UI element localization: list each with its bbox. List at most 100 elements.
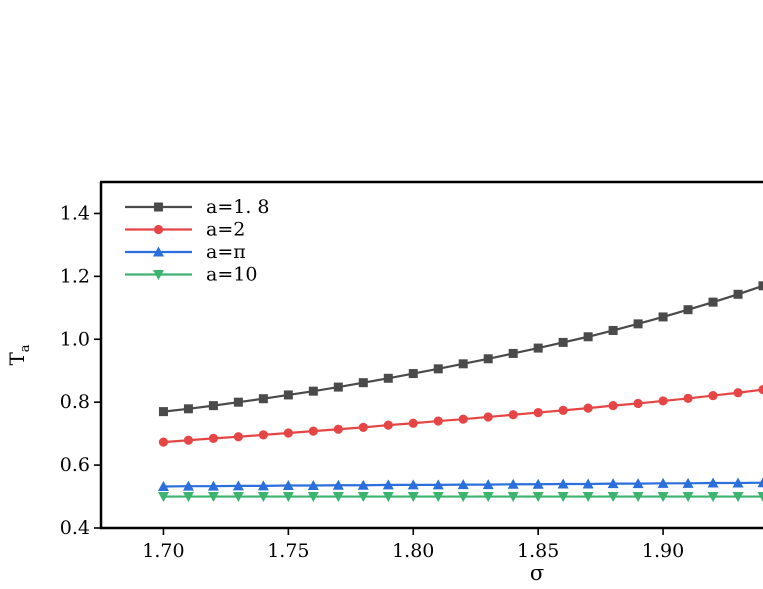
data-point: [183, 404, 193, 414]
data-point: [757, 492, 763, 503]
series-line-0: [163, 284, 763, 413]
data-point: [282, 492, 294, 503]
plot-area: [157, 281, 763, 503]
data-point: [632, 478, 644, 489]
data-point: [558, 337, 568, 347]
data-point: [557, 478, 569, 489]
data-point: [683, 393, 693, 404]
data-point: [283, 428, 293, 438]
data-point: [708, 297, 718, 307]
data-point: [557, 492, 569, 503]
data-point: [633, 398, 643, 409]
data-point: [357, 492, 369, 503]
data-point: [307, 492, 319, 503]
data-point: [633, 319, 643, 329]
data-point: [508, 410, 518, 420]
data-point: [333, 382, 343, 392]
data-point: [457, 492, 469, 503]
data-point: [282, 480, 294, 491]
data-point: [707, 492, 719, 503]
data-point: [757, 477, 763, 488]
data-point: [532, 492, 544, 503]
x-tick-label: 1.80: [392, 540, 434, 562]
data-point: [333, 424, 343, 434]
data-point: [308, 426, 318, 436]
data-point: [383, 373, 393, 383]
legend-marker: [154, 202, 163, 212]
data-point: [208, 401, 218, 411]
x-tick-label: 1.85: [517, 540, 559, 562]
data-point: [532, 478, 544, 489]
data-point: [182, 492, 194, 503]
y-axis-label-main: T: [5, 352, 29, 366]
data-point: [308, 386, 318, 396]
legend-entry-0: a=1. 8: [125, 196, 270, 218]
x-tick-label: 1.90: [642, 540, 684, 562]
legend-marker: [153, 224, 164, 235]
data-point: [558, 405, 568, 415]
data-point: [733, 388, 743, 398]
y-axis-label: Ta: [5, 344, 33, 365]
data-point: [157, 492, 169, 503]
data-point: [582, 478, 594, 489]
data-point: [257, 492, 269, 503]
data-point: [157, 480, 169, 491]
data-point: [708, 390, 718, 401]
legend-marker: [153, 270, 164, 280]
data-point: [433, 364, 443, 374]
data-point: [607, 492, 619, 503]
y-tick-label: 1.4: [60, 202, 90, 224]
data-point: [707, 477, 719, 488]
data-point: [207, 480, 219, 491]
data-point: [232, 480, 244, 491]
data-point: [683, 305, 693, 315]
data-point: [432, 479, 444, 490]
data-point: [507, 492, 519, 503]
data-point: [582, 492, 594, 503]
legend-label: a=1. 8: [206, 196, 270, 218]
data-point: [158, 437, 169, 447]
legend-label: a=10: [206, 264, 257, 286]
data-point: [258, 430, 268, 440]
data-point: [158, 407, 168, 417]
legend-entry-3: a=10: [125, 264, 257, 286]
data-point: [607, 478, 619, 489]
data-point: [407, 479, 419, 490]
legend-entry-2: a=π: [125, 241, 246, 263]
data-point: [583, 403, 593, 413]
legend-label: a=π: [206, 241, 246, 263]
data-point: [408, 418, 418, 428]
y-tick-label: 1.2: [60, 265, 90, 287]
data-point: [482, 492, 494, 503]
data-point: [608, 401, 618, 411]
data-point: [407, 492, 419, 503]
data-point: [433, 416, 443, 426]
legend-marker: [153, 246, 164, 257]
data-point: [482, 479, 494, 490]
data-point: [432, 492, 444, 503]
data-point: [682, 477, 694, 488]
y-tick-label: 0.4: [60, 517, 90, 539]
series-1: [158, 385, 763, 447]
y-axis-label-subscript: a: [18, 344, 33, 352]
data-point: [383, 420, 393, 430]
data-point: [358, 378, 368, 388]
data-point: [207, 492, 219, 503]
x-tick-label: 1.75: [267, 540, 309, 562]
data-point: [257, 480, 269, 491]
y-tick-label: 1.0: [60, 328, 90, 350]
data-point: [732, 477, 744, 488]
data-point: [533, 343, 543, 353]
series-3: [157, 492, 763, 503]
data-point: [233, 397, 243, 407]
data-point: [283, 390, 293, 400]
data-point: [358, 422, 368, 432]
data-point: [458, 414, 468, 424]
data-point: [507, 478, 519, 489]
data-point: [608, 325, 618, 335]
data-point: [332, 479, 344, 490]
data-point: [483, 354, 493, 364]
data-point: [183, 435, 194, 445]
data-point: [382, 479, 394, 490]
